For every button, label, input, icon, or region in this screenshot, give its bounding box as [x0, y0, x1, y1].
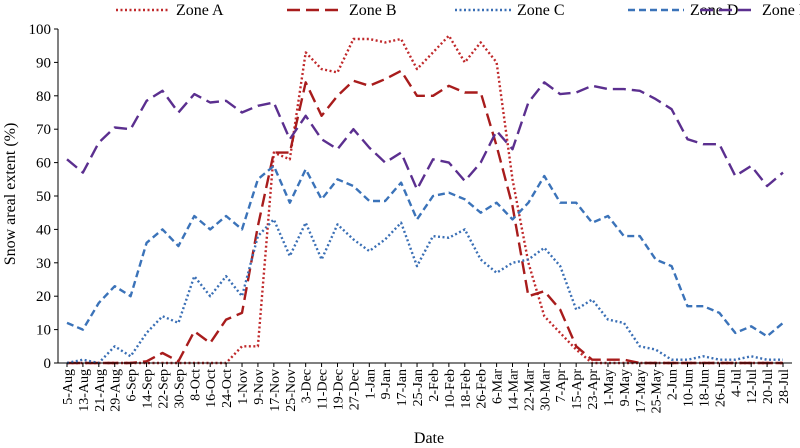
series-line-zone-c: [66, 218, 783, 365]
x-tick-label: 17-Jan: [395, 369, 410, 406]
x-tick-label: 13-Aug: [77, 369, 92, 412]
x-tick-label: 14-Sep: [141, 369, 156, 409]
legend-label: Zone B: [349, 2, 397, 19]
x-tick-label: 27-Dec: [347, 369, 362, 410]
x-tick-label: 25-Jan: [411, 369, 426, 406]
x-tick-label: 17-Nov: [268, 369, 283, 412]
legend-label: Zone A: [176, 2, 224, 19]
x-tick-label: 18-Jun: [697, 369, 712, 407]
y-tick-label: 100: [29, 22, 52, 38]
x-tick-label: 24-Oct: [220, 369, 235, 408]
y-tick-label: 0: [44, 356, 52, 372]
x-tick-label: 3-Dec: [300, 369, 315, 403]
x-tick-label: 18-Feb: [459, 369, 474, 409]
x-tick-label: 2-Jun: [666, 369, 681, 400]
x-tick-label: 19-Dec: [331, 369, 346, 410]
x-tick-label: 23-Apr: [586, 369, 601, 410]
x-tick-label: 8-Oct: [188, 369, 203, 401]
x-tick-label: 6-Sep: [125, 369, 140, 402]
y-tick-label: 80: [36, 89, 51, 105]
x-tick-label: 9-May: [618, 369, 633, 406]
legend-label: Zone D: [690, 2, 738, 19]
x-tick-label: 29-Aug: [109, 369, 124, 412]
y-tick-label: 30: [36, 256, 51, 272]
x-tick-label: 7-Apr: [554, 369, 569, 403]
series-line-zone-e: [66, 81, 784, 191]
x-tick-label: 1-Nov: [236, 369, 251, 405]
x-tick-label: 1-May: [602, 369, 617, 406]
x-tick-label: 14-Mar: [507, 369, 522, 411]
x-tick-labels: 5-Aug 13-Aug 21-Aug 29-Aug 6-Sep 14-Sep 22-Sep…: [61, 363, 792, 413]
y-tick-label: 20: [36, 289, 51, 305]
x-axis-label: Date: [414, 430, 444, 447]
legend-label: Zone E: [762, 2, 800, 19]
legend: Zone A Zone B Zone C Zone D Zone E: [116, 2, 800, 19]
y-tick-label: 90: [36, 55, 51, 71]
series-line-zone-d: [66, 164, 784, 338]
y-tick-label: 60: [36, 156, 51, 172]
x-tick-label: 28-Jul: [777, 369, 792, 404]
y-axis-label: Snow areal extent (%): [2, 123, 19, 266]
x-tick-label: 9-Jan: [379, 369, 394, 399]
x-tick-label: 25-May: [650, 369, 665, 413]
x-tick-label: 22-Sep: [156, 369, 171, 409]
legend-label: Zone C: [517, 2, 565, 19]
x-tick-label: 5-Aug: [61, 369, 76, 405]
x-tick-label: 10-Feb: [443, 369, 458, 409]
series-line-zone-a: [67, 34, 783, 365]
y-tick-label: 40: [36, 222, 51, 238]
x-tick-label: 15-Apr: [570, 369, 585, 410]
x-tick-label: 1-Jan: [363, 369, 378, 399]
series-line-zone-b: [67, 69, 783, 365]
x-tick-label: 22-Mar: [522, 369, 537, 411]
x-tick-label: 21-Aug: [93, 369, 108, 412]
x-tick-label: 17-May: [634, 369, 649, 413]
x-tick-label: 4-Jul: [729, 369, 744, 397]
x-tick-label: 16-Oct: [204, 369, 219, 408]
x-tick-label: 10-Jun: [682, 369, 697, 407]
x-tick-label: 30-Sep: [172, 369, 187, 409]
y-tick-label: 50: [36, 189, 51, 205]
axes: [57, 29, 792, 364]
x-tick-label: 12-Jul: [745, 369, 760, 404]
y-tick-label: 70: [36, 122, 51, 138]
x-tick-label: 2-Feb: [427, 369, 442, 402]
series-layer: [66, 34, 784, 365]
x-tick-label: 30-Mar: [538, 369, 553, 411]
x-tick-label: 9-Nov: [252, 369, 267, 405]
y-tick-labels: 0 10 20 30 40 50 60 70 80 90 100: [29, 22, 58, 372]
x-tick-label: 26-Feb: [475, 369, 490, 409]
x-tick-label: 20-Jul: [761, 369, 776, 404]
x-tick-label: 25-Nov: [284, 369, 299, 412]
y-tick-label: 10: [36, 323, 51, 339]
x-tick-label: 6-Mar: [491, 369, 506, 404]
x-tick-label: 26-Jun: [713, 369, 728, 407]
x-tick-label: 11-Dec: [316, 369, 331, 410]
